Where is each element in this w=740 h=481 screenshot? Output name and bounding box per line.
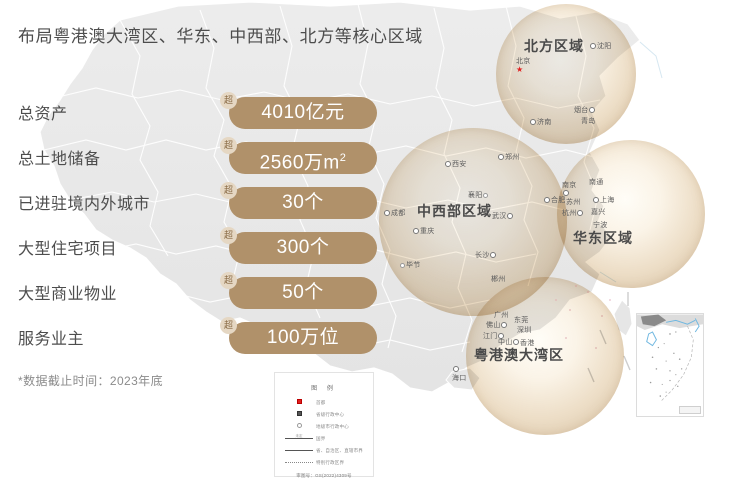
stat-value-pill: 2560万m2 [229, 142, 377, 174]
boundary-line-icon: 未定 [282, 434, 316, 439]
legend-item-province-boundary: 省、自治区、直辖市界 [282, 445, 366, 456]
city-marker-shanghai: 上海 [592, 195, 614, 205]
stat-value-pill: 4010亿元 [229, 97, 377, 129]
stat-row-owners-served: 服务业主 超 100万位 [18, 317, 418, 362]
city-marker-bijie: 毕节 [399, 260, 420, 270]
stat-label: 已进驻境内外城市 [18, 196, 151, 213]
city-marker-nantong: 南通 [589, 179, 604, 186]
stats-list: 总资产 超 4010亿元 总土地储备 超 2560万m2 已进驻境内外城市 超 … [18, 92, 418, 362]
stat-label: 服务业主 [18, 331, 85, 348]
stat-row-total-assets: 总资产 超 4010亿元 [18, 92, 418, 137]
city-marker-suzhou: 苏州 [566, 199, 581, 206]
legend-item-special-region: 特别行政区界 [282, 457, 366, 468]
city-marker-shenyang: 沈阳 [589, 41, 611, 51]
stat-label: 大型商业物业 [18, 286, 118, 303]
stat-label: 总土地储备 [18, 151, 101, 168]
city-marker-chenzhou: 郴州 [491, 276, 506, 283]
stat-label: 总资产 [18, 106, 68, 123]
stat-row-commercial-properties: 大型商业物业 超 50个 [18, 272, 418, 317]
legend-item-capital: 首都 [282, 397, 366, 408]
region-label-north: 北方区域 [524, 38, 584, 54]
legend-item-label: 特别行政区界 [316, 459, 345, 465]
city-marker-ningbo: 宁波 [593, 222, 608, 229]
city-marker-icon [282, 423, 316, 430]
chao-badge-icon: 超 [220, 182, 237, 199]
city-marker-foshan: 佛山 [486, 320, 508, 330]
city-marker-chongqing: 重庆 [412, 226, 434, 236]
data-cutoff-footnote: *数据截止时间：2023年底 [18, 374, 163, 388]
legend-item-label: 省、自治区、直辖市界 [316, 447, 363, 453]
page-title: 布局粤港澳大湾区、华东、中西部、北方等核心区域 [18, 27, 423, 46]
city-marker-qingdao: 青岛 [581, 118, 596, 125]
city-marker-shenzhen: 深圳 [517, 327, 532, 334]
legend-item-province-capital: 省级行政中心 [282, 409, 366, 420]
inset-scale-bar [679, 406, 701, 414]
city-marker-jiaxing: 嘉兴 [591, 209, 606, 216]
legend-title: 图 例 [311, 386, 337, 392]
city-marker-hefei: 合肥 [543, 195, 565, 205]
stat-row-residential-projects: 大型住宅项目 超 300个 [18, 227, 418, 272]
city-marker-hangzhou: 杭州 [562, 208, 584, 218]
region-bubble-north[interactable] [496, 4, 636, 144]
city-marker-dongguan: 东莞 [514, 317, 529, 324]
city-marker-beijing: 北京 ★ [516, 58, 531, 74]
special-region-line-icon [282, 462, 316, 463]
legend-item-label: 国界 [316, 435, 326, 441]
region-bubble-greater-bay-area[interactable] [466, 277, 624, 435]
chao-badge-icon: 超 [220, 317, 237, 334]
legend-item-national-boundary: 未定 国界 [282, 433, 366, 444]
chao-badge-icon: 超 [220, 137, 237, 154]
region-label-greater-bay-area: 粤港澳大湾区 [474, 347, 564, 363]
province-boundary-line-icon [282, 450, 316, 451]
city-marker-yantai: 烟台 [574, 105, 596, 115]
city-marker-xian: 西安 [444, 159, 466, 169]
city-marker-zhengzhou: 郑州 [497, 152, 519, 162]
capital-marker-icon [282, 399, 316, 406]
city-marker-changsha: 长沙 [475, 250, 497, 260]
chao-badge-icon: 超 [220, 92, 237, 109]
south-china-sea-inset-map [636, 313, 704, 417]
legend-item-label: 地级市行政中心 [316, 423, 349, 429]
province-capital-marker-icon [282, 411, 316, 418]
city-marker-jinan: 济南 [529, 117, 551, 127]
city-marker-guangzhou: 广州 [494, 312, 509, 319]
city-marker-nanjing: 南京 [562, 180, 576, 197]
map-approval-number: 审图号：GS(2022)4309号 [296, 473, 352, 478]
legend-item-label: 省级行政中心 [316, 411, 345, 417]
legend-item-city: 地级市行政中心 [282, 421, 366, 432]
legend-item-label: 首都 [316, 399, 326, 405]
chao-badge-icon: 超 [220, 272, 237, 289]
stat-row-cities: 已进驻境内外城市 超 30个 [18, 182, 418, 227]
stat-value-pill: 50个 [229, 277, 377, 309]
city-marker-wuhan: 武汉 [492, 211, 514, 221]
city-marker-xiangyang: 襄阳 [468, 190, 489, 200]
legend-sublabel: 未定 [295, 434, 303, 438]
stat-row-land-reserve: 总土地储备 超 2560万m2 [18, 137, 418, 182]
city-marker-jiangmen: 江门 [483, 331, 505, 341]
chao-badge-icon: 超 [220, 227, 237, 244]
city-marker-haikou: 海口 [452, 366, 466, 383]
region-label-central-west: 中西部区域 [417, 203, 492, 219]
region-label-east: 华东区域 [573, 230, 633, 246]
map-legend: 图 例 首都 省级行政中心 地级市行政中心 未定 国界 省、自治区、直辖市界 [274, 372, 374, 478]
stat-value-pill: 30个 [229, 187, 377, 219]
city-marker-chengdu: 成都 [383, 208, 405, 218]
stat-label: 大型住宅项目 [18, 241, 118, 258]
stat-value-pill: 100万位 [229, 322, 377, 354]
stat-value-pill: 300个 [229, 232, 377, 264]
city-marker-zhongshan: 中山 [498, 337, 520, 347]
city-marker-hongkong: 香港 [520, 340, 535, 347]
